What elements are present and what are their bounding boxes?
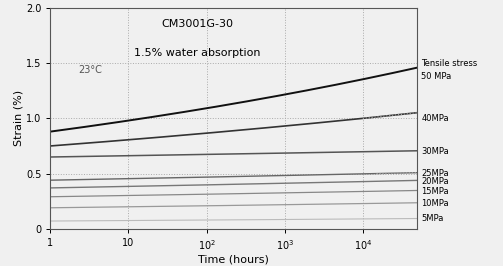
Text: 20MPa: 20MPa [421, 177, 449, 186]
Text: Tensile stress: Tensile stress [421, 59, 477, 68]
X-axis label: Time (hours): Time (hours) [199, 254, 269, 264]
Text: 40MPa: 40MPa [421, 114, 449, 123]
Text: 15MPa: 15MPa [421, 187, 449, 196]
Text: 50 MPa: 50 MPa [421, 72, 451, 81]
Text: 25MPa: 25MPa [421, 169, 449, 178]
Text: 10MPa: 10MPa [421, 199, 449, 208]
Text: 30MPa: 30MPa [421, 147, 449, 156]
Text: CM3001G-30: CM3001G-30 [161, 19, 233, 29]
Text: 23°C: 23°C [78, 65, 102, 75]
Text: 1.5% water absorption: 1.5% water absorption [134, 48, 261, 58]
Text: 5MPa: 5MPa [421, 214, 444, 223]
Y-axis label: Strain (%): Strain (%) [13, 90, 23, 146]
